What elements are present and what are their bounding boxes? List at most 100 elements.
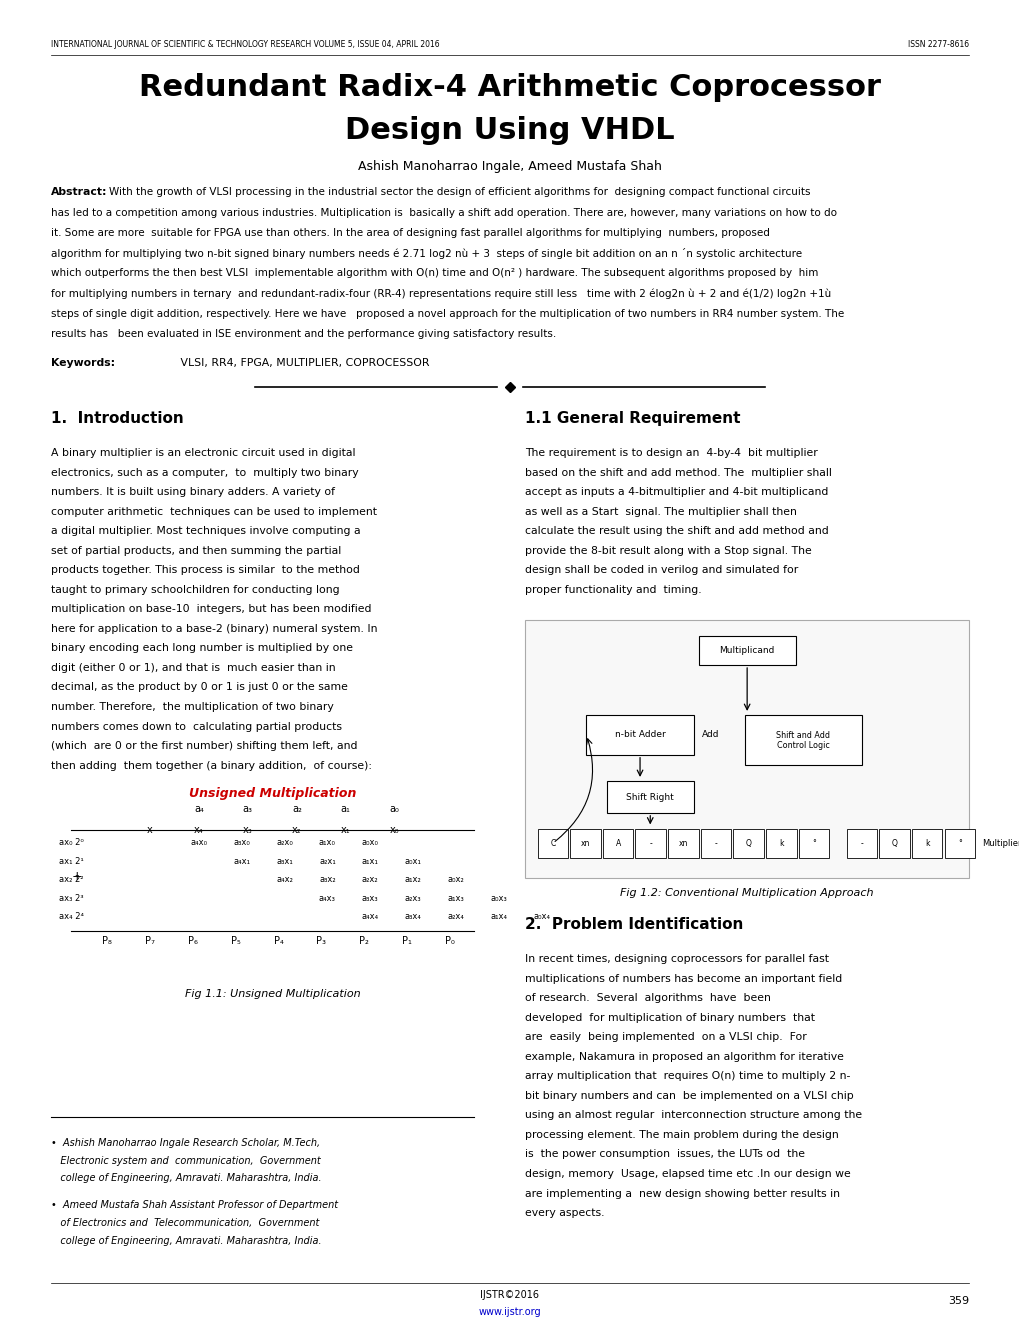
Text: numbers comes down to  calculating partial products: numbers comes down to calculating partia…	[51, 722, 341, 731]
FancyBboxPatch shape	[765, 829, 796, 858]
Text: a₀x₀: a₀x₀	[362, 838, 378, 847]
Text: a₂x₃: a₂x₃	[405, 894, 421, 903]
Text: P₃: P₃	[316, 936, 326, 946]
Text: are  easily  being implemented  on a VLSI chip.  For: are easily being implemented on a VLSI c…	[525, 1032, 806, 1043]
Text: a₁x₄: a₁x₄	[490, 912, 506, 921]
Text: 1.1 General Requirement: 1.1 General Requirement	[525, 411, 740, 426]
Text: In recent times, designing coprocessors for parallel fast: In recent times, designing coprocessors …	[525, 954, 828, 964]
Text: computer arithmetic  techniques can be used to implement: computer arithmetic techniques can be us…	[51, 507, 377, 516]
Text: x₃: x₃	[243, 825, 253, 836]
Text: Ashish Manoharrao Ingale, Ameed Mustafa Shah: Ashish Manoharrao Ingale, Ameed Mustafa …	[358, 160, 661, 173]
Text: ax₁ 2¹: ax₁ 2¹	[59, 857, 84, 866]
Text: 1.  Introduction: 1. Introduction	[51, 411, 183, 426]
Text: are implementing a  new design showing better results in: are implementing a new design showing be…	[525, 1188, 840, 1199]
Text: -: -	[714, 838, 716, 847]
Text: a₃x₂: a₃x₂	[319, 875, 335, 884]
FancyBboxPatch shape	[537, 829, 568, 858]
Text: a₁x₁: a₁x₁	[362, 857, 378, 866]
Text: steps of single digit addition, respectively. Here we have   proposed a novel ap: steps of single digit addition, respecti…	[51, 309, 844, 318]
Text: a₃x₁: a₃x₁	[276, 857, 292, 866]
Text: a₂x₂: a₂x₂	[362, 875, 378, 884]
Text: algorithm for multiplying two n-bit signed binary numbers needs é 2.71 log2 nù +: algorithm for multiplying two n-bit sign…	[51, 248, 801, 259]
Text: A binary multiplier is an electronic circuit used in digital: A binary multiplier is an electronic cir…	[51, 447, 356, 458]
Text: (which  are 0 or the first number) shifting them left, and: (which are 0 or the first number) shifti…	[51, 741, 357, 751]
Text: Add: Add	[701, 730, 718, 739]
Text: xn: xn	[678, 838, 688, 847]
Text: processing element. The main problem during the design: processing element. The main problem dur…	[525, 1130, 839, 1140]
Text: Shift and Add
Control Logic: Shift and Add Control Logic	[775, 730, 829, 750]
Text: a₄x₄: a₄x₄	[362, 912, 378, 921]
Text: Redundant Radix-4 Arithmetic Coprocessor: Redundant Radix-4 Arithmetic Coprocessor	[139, 73, 880, 102]
Text: VLSI, RR4, FPGA, MULTIPLIER, COPROCESSOR: VLSI, RR4, FPGA, MULTIPLIER, COPROCESSOR	[177, 358, 430, 368]
Text: Unsigned Multiplication: Unsigned Multiplication	[189, 787, 357, 800]
Text: •  Ashish Manoharrao Ingale Research Scholar, M.Tech,: • Ashish Manoharrao Ingale Research Scho…	[51, 1138, 320, 1148]
Text: k: k	[779, 838, 783, 847]
Text: The requirement is to design an  4-by-4  bit multiplier: The requirement is to design an 4-by-4 b…	[525, 447, 817, 458]
Text: accept as inputs a 4-bitmultiplier and 4-bit multiplicand: accept as inputs a 4-bitmultiplier and 4…	[525, 487, 827, 498]
Text: developed  for multiplication of binary numbers  that: developed for multiplication of binary n…	[525, 1012, 814, 1023]
Text: Q: Q	[891, 838, 897, 847]
FancyBboxPatch shape	[635, 829, 665, 858]
Text: P₄: P₄	[273, 936, 283, 946]
Text: binary encoding each long number is multiplied by one: binary encoding each long number is mult…	[51, 643, 353, 653]
FancyBboxPatch shape	[700, 829, 731, 858]
Text: based on the shift and add method. The  multiplier shall: based on the shift and add method. The m…	[525, 467, 832, 478]
FancyBboxPatch shape	[733, 829, 763, 858]
Text: results has   been evaluated in ISE environment and the performance giving satis: results has been evaluated in ISE enviro…	[51, 329, 555, 339]
Text: P₈: P₈	[102, 936, 112, 946]
Text: °: °	[957, 838, 961, 847]
Text: P₆: P₆	[187, 936, 198, 946]
Text: numbers. It is built using binary adders. A variety of: numbers. It is built using binary adders…	[51, 487, 334, 498]
Text: array multiplication that  requires O(n) time to multiply 2 n-: array multiplication that requires O(n) …	[525, 1072, 850, 1081]
FancyBboxPatch shape	[525, 620, 968, 878]
Text: using an almost regular  interconnection structure among the: using an almost regular interconnection …	[525, 1110, 862, 1121]
Text: multiplications of numbers has become an important field: multiplications of numbers has become an…	[525, 974, 842, 983]
Text: Design Using VHDL: Design Using VHDL	[344, 116, 675, 145]
Text: design, memory  Usage, elapsed time etc .In our design we: design, memory Usage, elapsed time etc .…	[525, 1170, 850, 1179]
Text: P₇: P₇	[145, 936, 155, 946]
Text: digit (either 0 or 1), and that is  much easier than in: digit (either 0 or 1), and that is much …	[51, 663, 335, 673]
Text: a₀x₂: a₀x₂	[447, 875, 464, 884]
Text: every aspects.: every aspects.	[525, 1208, 604, 1218]
Text: a₃x₃: a₃x₃	[362, 894, 378, 903]
Text: www.ijstr.org: www.ijstr.org	[478, 1307, 541, 1317]
Text: ax₀ 2⁰: ax₀ 2⁰	[59, 838, 84, 847]
FancyBboxPatch shape	[606, 781, 693, 813]
Text: -: -	[649, 838, 651, 847]
Text: as well as a Start  signal. The multiplier shall then: as well as a Start signal. The multiplie…	[525, 507, 797, 516]
Text: then adding  them together (a binary addition,  of course):: then adding them together (a binary addi…	[51, 760, 372, 771]
Text: proper functionality and  timing.: proper functionality and timing.	[525, 585, 701, 595]
FancyBboxPatch shape	[698, 636, 795, 665]
FancyBboxPatch shape	[944, 829, 974, 858]
Text: a₂: a₂	[291, 804, 302, 814]
Text: P₁: P₁	[401, 936, 412, 946]
Text: P₂: P₂	[359, 936, 369, 946]
Text: a₁x₃: a₁x₃	[447, 894, 464, 903]
Text: which outperforms the then best VLSI  implementable algorithm with O(n) time and: which outperforms the then best VLSI imp…	[51, 268, 817, 279]
Text: Q: Q	[745, 838, 751, 847]
Text: has led to a competition among various industries. Multiplication is  basically : has led to a competition among various i…	[51, 207, 837, 218]
Text: a₂x₄: a₂x₄	[447, 912, 464, 921]
Text: °: °	[811, 838, 815, 847]
Text: n-bit Adder: n-bit Adder	[614, 730, 664, 739]
Text: Electronic system and  communication,  Government: Electronic system and communication, Gov…	[51, 1156, 320, 1166]
Text: decimal, as the product by 0 or 1 is just 0 or the same: decimal, as the product by 0 or 1 is jus…	[51, 682, 347, 693]
FancyBboxPatch shape	[744, 715, 861, 766]
Text: college of Engineering, Amravati. Maharashtra, India.: college of Engineering, Amravati. Mahara…	[51, 1236, 321, 1246]
Text: a₄x₀: a₄x₀	[191, 838, 207, 847]
Text: 359: 359	[947, 1296, 968, 1307]
Text: a₄x₃: a₄x₃	[319, 894, 335, 903]
Text: of Electronics and  Telecommunication,  Government: of Electronics and Telecommunication, Go…	[51, 1218, 319, 1228]
Text: ax₂ 2²: ax₂ 2²	[59, 875, 84, 884]
Text: is  the power consumption  issues, the LUTs od  the: is the power consumption issues, the LUT…	[525, 1150, 805, 1159]
Text: a₃: a₃	[243, 804, 253, 814]
Text: k: k	[924, 838, 928, 847]
Text: -: -	[860, 838, 862, 847]
Text: of research.  Several  algorithms  have  been: of research. Several algorithms have bee…	[525, 993, 770, 1003]
Text: electronics, such as a computer,  to  multiply two binary: electronics, such as a computer, to mult…	[51, 467, 359, 478]
Text: a₃x₀: a₃x₀	[233, 838, 250, 847]
Text: set of partial products, and then summing the partial: set of partial products, and then summin…	[51, 545, 341, 556]
Text: products together. This process is similar  to the method: products together. This process is simil…	[51, 565, 360, 576]
Text: provide the 8-bit result along with a Stop signal. The: provide the 8-bit result along with a St…	[525, 545, 811, 556]
Text: a digital multiplier. Most techniques involve computing a: a digital multiplier. Most techniques in…	[51, 527, 361, 536]
